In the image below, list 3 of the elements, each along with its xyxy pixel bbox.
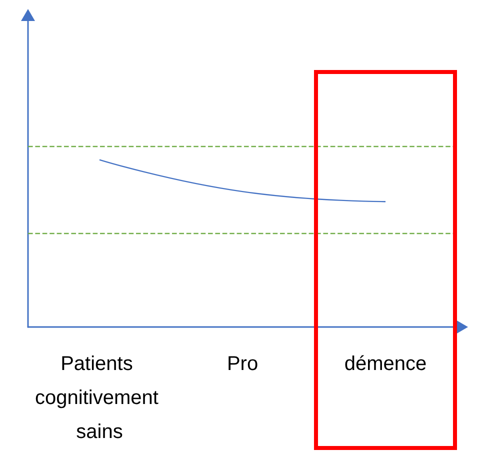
x-tick-label: Pro xyxy=(226,353,258,375)
x-tick-label: Patients cognitivement sains xyxy=(35,353,164,443)
x-tick-label: démence xyxy=(344,353,427,375)
